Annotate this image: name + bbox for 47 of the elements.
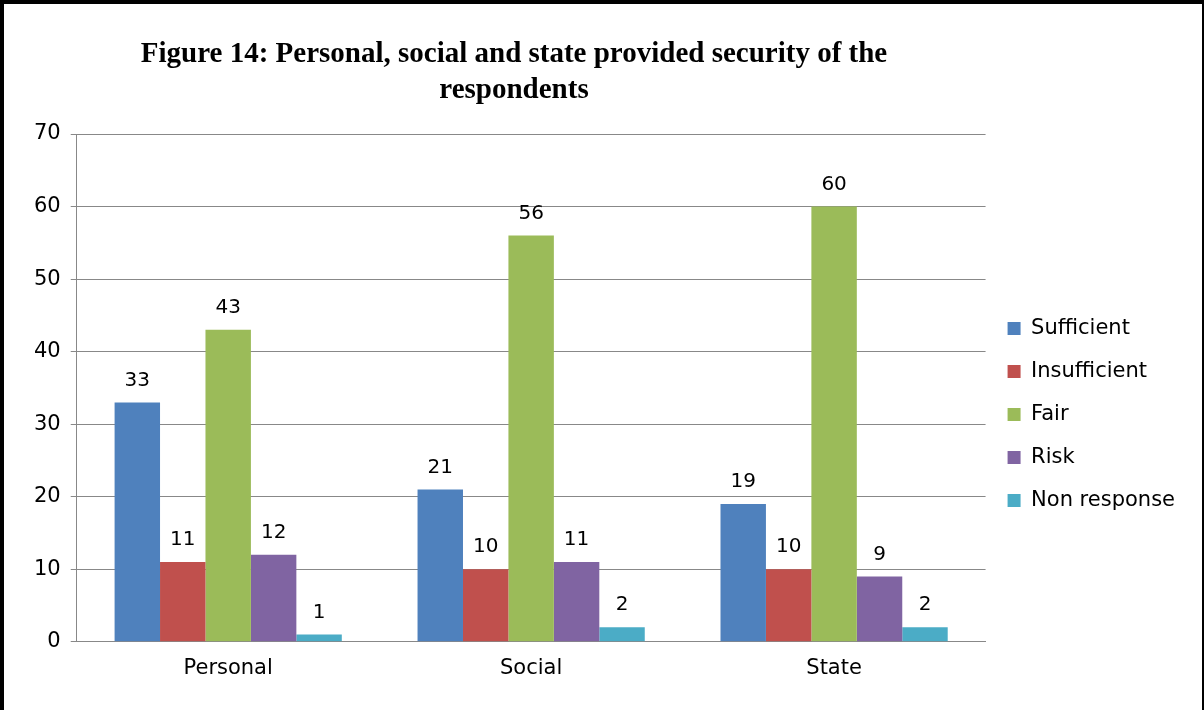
legend-label: Risk <box>1031 443 1076 468</box>
bar <box>114 402 161 642</box>
data-label: 43 <box>215 294 241 319</box>
bar <box>417 489 463 642</box>
bar <box>296 634 342 642</box>
y-tick-label: 20 <box>33 483 61 508</box>
bar <box>599 627 645 642</box>
y-tick-label: 10 <box>33 555 61 580</box>
bar <box>811 206 857 642</box>
legend-label: Sufficient <box>1031 314 1130 339</box>
data-label: 56 <box>518 199 544 224</box>
y-tick-label: 50 <box>33 265 61 290</box>
data-label: 10 <box>775 533 802 558</box>
y-tick-label: 70 <box>33 120 61 145</box>
bar <box>765 569 812 642</box>
bar <box>902 627 948 642</box>
bar <box>856 576 903 642</box>
data-label: 11 <box>170 526 196 551</box>
bar <box>720 503 766 642</box>
data-label: 2 <box>615 591 629 616</box>
legend-label: Non response <box>1031 486 1176 511</box>
data-label: 12 <box>260 518 287 543</box>
data-label: 19 <box>730 468 756 493</box>
y-tick-label: 40 <box>33 338 61 363</box>
x-tick-label: Personal <box>183 654 273 679</box>
data-label: 60 <box>821 170 847 195</box>
legend-label: Fair <box>1031 400 1069 425</box>
chart-title: Figure 14: Personal, social and state provided security of the respondents <box>139 35 889 106</box>
bar <box>462 569 509 642</box>
y-tick-label: 0 <box>47 628 61 653</box>
y-tick-label: 30 <box>33 410 61 435</box>
data-label: 21 <box>427 453 453 478</box>
data-label: 1 <box>312 598 326 623</box>
bar <box>508 235 554 642</box>
bar <box>553 562 600 642</box>
bar <box>205 329 251 642</box>
bar <box>160 562 206 642</box>
bar <box>250 554 297 642</box>
data-label: 9 <box>873 540 886 565</box>
x-tick-label: State <box>806 654 862 679</box>
data-label: 2 <box>918 591 932 616</box>
x-tick-label: Social <box>500 654 563 679</box>
y-tick-label: 60 <box>33 193 61 217</box>
data-label: 10 <box>472 533 499 558</box>
data-label: 11 <box>563 526 590 551</box>
legend-label: Insufficient <box>1031 357 1147 382</box>
data-label: 33 <box>124 366 151 391</box>
